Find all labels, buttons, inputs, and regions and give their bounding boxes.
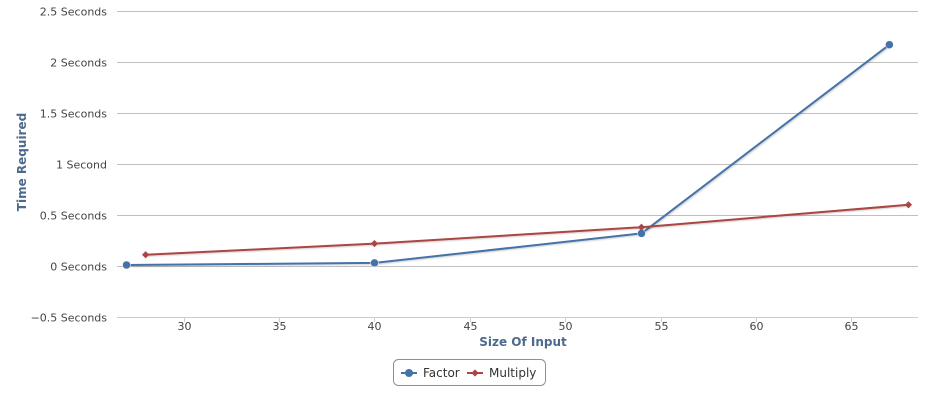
data-point-multiply[interactable] — [637, 223, 646, 231]
series-line-multiply — [144, 203, 910, 256]
grid-lines — [117, 11, 918, 318]
plot-area — [122, 40, 913, 270]
x-tick-label: 45 — [464, 320, 478, 333]
legend-item-multiply[interactable]: Multiply — [467, 366, 536, 380]
legend-label: Multiply — [489, 366, 536, 380]
legend-item-factor[interactable]: Factor — [401, 366, 460, 380]
series-line-factor — [125, 43, 891, 266]
y-tick-label: 2 Seconds — [50, 57, 107, 70]
x-tick-label: 65 — [845, 320, 859, 333]
y-tick-label: 1.5 Seconds — [40, 108, 107, 121]
x-tick-label: 40 — [368, 320, 382, 333]
legend-marker-diamond — [471, 369, 479, 377]
legend-label: Factor — [423, 366, 460, 380]
data-point-multiply[interactable] — [370, 239, 379, 248]
data-point-multiply[interactable] — [142, 251, 150, 259]
x-tick-label: 35 — [273, 320, 287, 333]
x-tick-label: 55 — [655, 320, 669, 333]
data-point-multiply[interactable] — [904, 201, 913, 209]
x-axis-title: Size Of Input — [479, 335, 567, 349]
x-tick-label: 50 — [559, 320, 573, 333]
x-tick-label: 30 — [178, 320, 192, 333]
x-tick-label: 60 — [750, 320, 764, 333]
y-tick-label: 1 Second — [56, 159, 107, 172]
data-point-factor[interactable] — [885, 40, 894, 49]
data-point-factor[interactable] — [370, 258, 379, 268]
axes: −0.5 Seconds 0 Seconds 0.5 Seconds 1 Second… — [31, 6, 918, 333]
legend-marker-circle — [405, 369, 413, 377]
data-point-factor[interactable] — [122, 260, 131, 270]
y-tick-label: −0.5 Seconds — [31, 312, 108, 325]
legend: Factor Multiply — [393, 359, 546, 386]
y-axis-title: Time Required — [15, 113, 29, 211]
series-multiply — [142, 201, 913, 259]
y-tick-label: 0.5 Seconds — [40, 210, 107, 223]
y-tick-label: 2.5 Seconds — [40, 6, 107, 19]
y-tick-label: 0 Seconds — [50, 261, 107, 274]
series-factor — [122, 40, 894, 270]
